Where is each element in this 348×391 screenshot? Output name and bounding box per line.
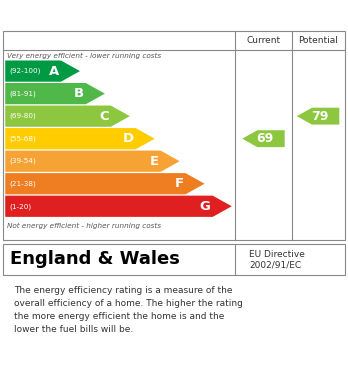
Text: B: B xyxy=(74,87,84,100)
Polygon shape xyxy=(5,151,180,172)
Text: C: C xyxy=(99,109,109,123)
Text: Current: Current xyxy=(246,36,280,45)
Text: Very energy efficient - lower running costs: Very energy efficient - lower running co… xyxy=(7,52,161,59)
Text: (1-20): (1-20) xyxy=(9,203,32,210)
Polygon shape xyxy=(5,173,205,194)
Text: 2002/91/EC: 2002/91/EC xyxy=(249,260,301,269)
Text: (92-100): (92-100) xyxy=(9,68,41,74)
Text: G: G xyxy=(200,200,211,213)
Text: 69: 69 xyxy=(256,132,274,145)
Polygon shape xyxy=(297,108,339,125)
Polygon shape xyxy=(5,83,105,104)
Text: Energy Efficiency Rating: Energy Efficiency Rating xyxy=(60,5,288,23)
Polygon shape xyxy=(5,128,155,149)
Text: The energy efficiency rating is a measure of the
overall efficiency of a home. T: The energy efficiency rating is a measur… xyxy=(14,286,243,334)
Text: (21-38): (21-38) xyxy=(9,181,36,187)
Text: E: E xyxy=(149,155,158,168)
Text: (81-91): (81-91) xyxy=(9,90,36,97)
Text: (55-68): (55-68) xyxy=(9,135,36,142)
Polygon shape xyxy=(242,130,285,147)
Text: (39-54): (39-54) xyxy=(9,158,36,165)
Text: EU Directive: EU Directive xyxy=(249,250,305,259)
Polygon shape xyxy=(5,61,80,82)
Text: (69-80): (69-80) xyxy=(9,113,36,119)
Text: A: A xyxy=(49,65,59,77)
Text: Not energy efficient - higher running costs: Not energy efficient - higher running co… xyxy=(7,223,161,229)
Text: Potential: Potential xyxy=(298,36,338,45)
Text: D: D xyxy=(122,132,134,145)
Text: F: F xyxy=(174,177,183,190)
Polygon shape xyxy=(5,106,130,127)
Polygon shape xyxy=(5,196,232,217)
Text: England & Wales: England & Wales xyxy=(10,250,180,268)
Text: 79: 79 xyxy=(311,109,328,123)
